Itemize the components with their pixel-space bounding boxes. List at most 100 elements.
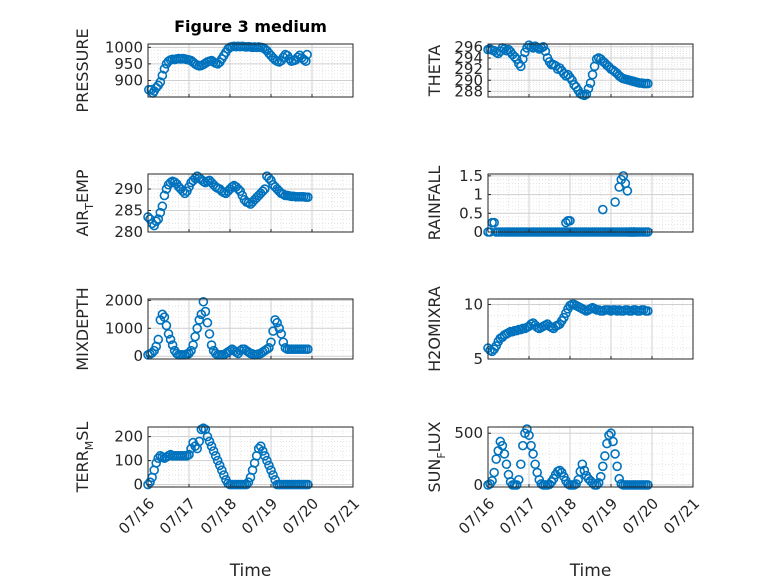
y-tick-label: 950 <box>114 55 143 73</box>
y-axis-label: MIXDEPTH <box>73 287 92 370</box>
y-tick-label: 1000 <box>105 319 143 337</box>
data-point <box>153 334 164 345</box>
data-point <box>257 446 268 456</box>
data-point <box>155 77 166 87</box>
y-tick-label: 2000 <box>105 291 143 309</box>
data-point <box>272 317 282 328</box>
x-tick-label: 07/19 <box>238 495 281 538</box>
y-tick-label: 1 <box>473 186 483 204</box>
data-point <box>198 296 209 307</box>
data-point <box>157 70 168 81</box>
data-point <box>225 345 235 356</box>
axes-box <box>487 43 694 98</box>
data-point <box>610 449 620 459</box>
data-point <box>217 465 227 476</box>
y-tick-label: 0 <box>473 223 483 241</box>
data-point <box>583 83 594 94</box>
data-point <box>597 461 608 472</box>
x-tick-label: 07/16 <box>115 495 158 538</box>
data-point <box>204 436 215 447</box>
data-point <box>151 216 161 227</box>
data-point <box>194 315 205 325</box>
x-tick-label: 07/17 <box>496 495 539 538</box>
y-tick-label: 10 <box>464 295 483 313</box>
data-point <box>155 207 166 218</box>
y-tick-label: 1000 <box>105 38 143 56</box>
y-tick-label: 0.5 <box>459 204 483 222</box>
data-point <box>268 470 278 480</box>
data-point <box>532 42 543 53</box>
x-tick-label: 07/21 <box>660 495 703 538</box>
y-tick-label: 0 <box>133 347 143 365</box>
data-point <box>612 461 622 472</box>
axes-box <box>487 298 694 360</box>
x-tick-label: 07/16 <box>455 495 498 538</box>
data-point <box>212 455 223 466</box>
data-point <box>159 64 170 74</box>
data-point <box>565 215 575 226</box>
data-point <box>513 474 524 485</box>
data-point <box>524 430 534 441</box>
y-tick-label: 290 <box>454 71 483 89</box>
axes-box <box>487 426 694 488</box>
data-point <box>184 449 194 460</box>
data-point <box>192 323 202 334</box>
data-point <box>202 431 213 442</box>
x-tick-label: 07/21 <box>320 495 363 538</box>
data-point <box>194 436 205 447</box>
data-point <box>302 49 312 60</box>
data-point <box>600 451 610 461</box>
data-point <box>577 459 588 470</box>
data-point <box>595 471 606 482</box>
data-point <box>528 449 538 459</box>
axes-background <box>488 174 693 232</box>
data-point <box>262 344 272 355</box>
y-tick-label: 292 <box>454 60 483 78</box>
data-point <box>153 214 164 224</box>
data-point <box>276 329 287 339</box>
data-point <box>301 56 311 67</box>
data-point <box>204 329 215 339</box>
data-point <box>643 306 653 316</box>
data-point <box>159 312 170 322</box>
y-axis-label: H2OMIXRA <box>425 286 444 372</box>
data-point <box>260 184 270 194</box>
x-tick-label: 07/20 <box>279 495 322 538</box>
axes-box <box>147 298 354 360</box>
data-point <box>206 340 217 350</box>
subplot-4: 00.511.5 RAINFALL <box>425 166 694 241</box>
subplot-6: 5 10 H2OMIXRA <box>425 286 694 372</box>
data-point <box>643 78 653 89</box>
y-tick-label: 0 <box>473 476 483 494</box>
chart-title: Figure 3 medium <box>174 17 327 36</box>
x-axis-label: Time <box>569 561 612 581</box>
data-point <box>264 343 274 353</box>
x-tick-label: 07/19 <box>578 495 621 538</box>
data-point <box>202 317 213 328</box>
data-point <box>292 52 303 63</box>
data-point <box>243 477 254 488</box>
data-point <box>610 197 620 207</box>
y-tick-label: 285 <box>114 202 143 220</box>
data-point <box>178 186 188 196</box>
data-point <box>151 458 161 468</box>
data-point <box>206 441 217 452</box>
y-tick-label: 288 <box>454 82 483 100</box>
data-point <box>489 217 499 228</box>
y-tick-label: 900 <box>114 71 143 89</box>
x-tick-label: 07/20 <box>619 495 662 538</box>
y-tick-label: 100 <box>114 452 143 470</box>
y-tick-label: 1.5 <box>459 167 483 185</box>
subplot-3: 280 285 290 AIRTEMP <box>73 169 354 241</box>
data-point <box>581 89 592 100</box>
data-point <box>264 460 274 471</box>
data-point <box>585 78 596 88</box>
subplot-5: 0 1000 2000 MIXDEPTH <box>73 287 354 371</box>
y-axis-label: THETA <box>425 45 444 97</box>
data-point <box>278 337 289 348</box>
data-point <box>161 320 172 331</box>
data-point <box>303 344 313 355</box>
data-point <box>608 436 618 447</box>
